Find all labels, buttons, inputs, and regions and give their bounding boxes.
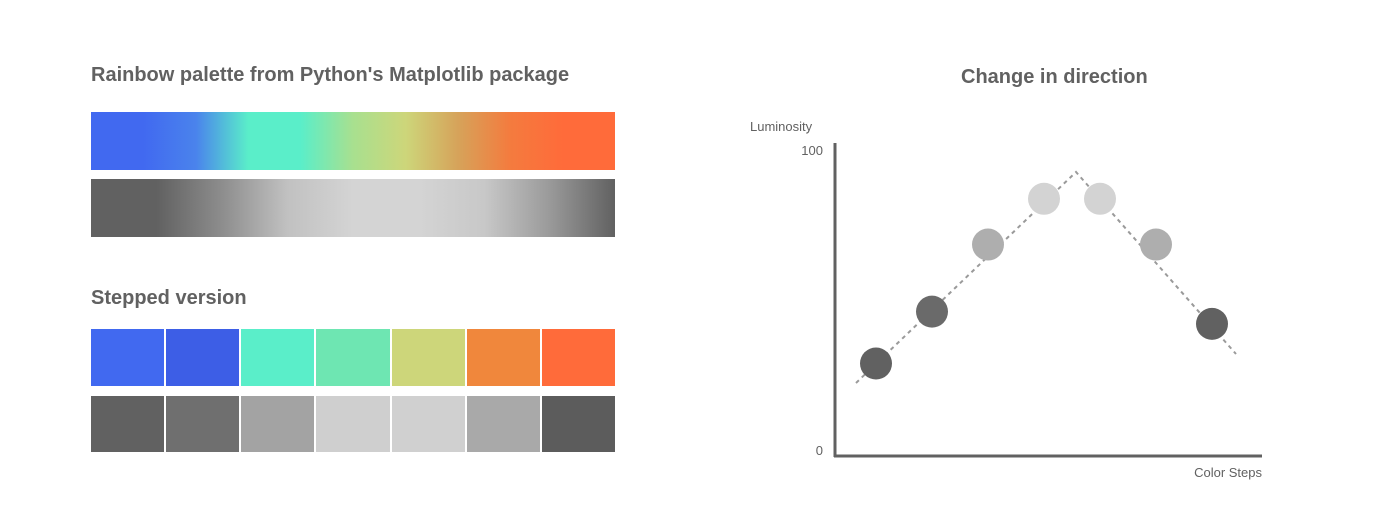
color-swatch-3 [241,329,315,386]
color-swatch-4 [316,329,390,386]
rainbow-gradient-bar [91,112,615,170]
data-points [860,182,1228,380]
color-swatch-5 [391,329,465,386]
grayscale-gradient-bar [91,179,615,237]
y-min-tick-label: 0 [816,443,823,458]
x-axis-label: Color Steps [1194,465,1262,480]
data-point-1 [860,347,892,380]
data-point-4 [1028,182,1060,215]
gray-swatch-5 [391,396,465,452]
y-axis-label: Luminosity [750,119,813,134]
gray-swatch-4 [316,396,390,452]
data-point-5 [1084,182,1116,215]
data-point-2 [916,295,948,328]
color-swatch-6 [466,329,540,386]
gray-swatch-2 [166,396,240,452]
gray-swatch-6 [466,396,540,452]
gray-swatch-1 [91,396,165,452]
rainbow-palette-title: Rainbow palette from Python's Matplotlib… [91,64,570,86]
stepped-version-title: Stepped version [91,287,247,309]
gray-swatch-3 [241,396,315,452]
data-point-7 [1196,307,1228,340]
data-point-3 [972,228,1004,261]
stepped-gray-row [91,396,615,452]
change-in-direction-title: Change in direction [961,66,1148,88]
color-swatch-1 [91,329,165,386]
y-max-tick-label: 100 [801,143,823,158]
color-swatch-2 [166,329,240,386]
color-swatch-7 [541,329,615,386]
stepped-color-row [91,329,615,386]
gray-swatch-7 [541,396,615,452]
trend-line [855,170,1237,384]
data-point-6 [1140,228,1172,261]
